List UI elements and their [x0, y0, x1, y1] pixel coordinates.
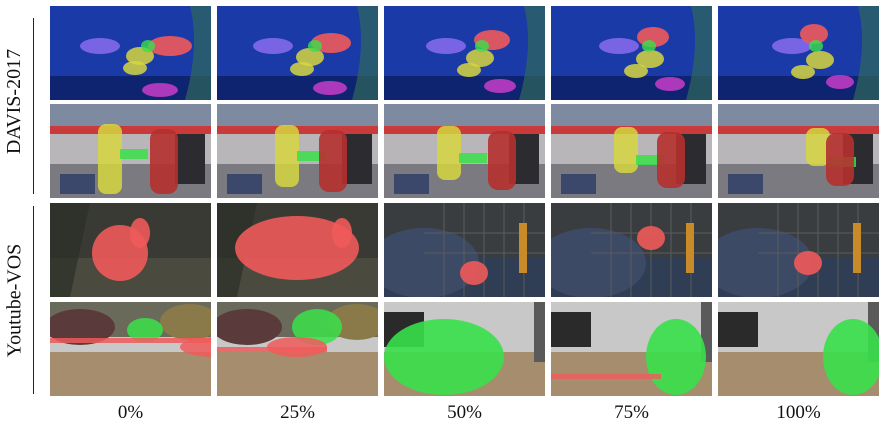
frame-youtube-cat-4 [718, 302, 879, 396]
column-label-75: 75% [614, 402, 649, 423]
frame-youtube-rabbit-4 [718, 203, 879, 297]
frame-youtube-rabbit-0 [50, 203, 211, 297]
column-label-50: 50% [447, 402, 482, 423]
davis-divider-line [33, 18, 34, 194]
frame-youtube-cat-0 [50, 302, 211, 396]
youtube-label-text: Youtube-VOS [3, 243, 26, 358]
frame-davis-fish-0 [50, 6, 211, 100]
frame-youtube-cat-1 [217, 302, 378, 396]
frame-youtube-cat-3 [551, 302, 712, 396]
frame-youtube-cat-2 [384, 302, 545, 396]
davis-label: DAVIS-2017 [0, 6, 30, 196]
youtube-label: Youtube-VOS [0, 203, 30, 398]
frame-youtube-rabbit-3 [551, 203, 712, 297]
frame-davis-shoppers-4 [718, 104, 879, 198]
column-label-100: 100% [776, 402, 821, 423]
frame-youtube-rabbit-2 [384, 203, 545, 297]
frame-davis-shoppers-2 [384, 104, 545, 198]
youtube-divider-line [33, 206, 34, 394]
frame-davis-fish-2 [384, 6, 545, 100]
frame-davis-shoppers-1 [217, 104, 378, 198]
column-label-0: 0% [117, 402, 144, 423]
frame-davis-shoppers-3 [551, 104, 712, 198]
column-label-25: 25% [280, 402, 315, 423]
frame-davis-fish-4 [718, 6, 879, 100]
frame-davis-fish-3 [551, 6, 712, 100]
davis-label-text: DAVIS-2017 [3, 48, 26, 154]
frame-youtube-rabbit-1 [217, 203, 378, 297]
frame-davis-fish-1 [217, 6, 378, 100]
frame-davis-shoppers-0 [50, 104, 211, 198]
